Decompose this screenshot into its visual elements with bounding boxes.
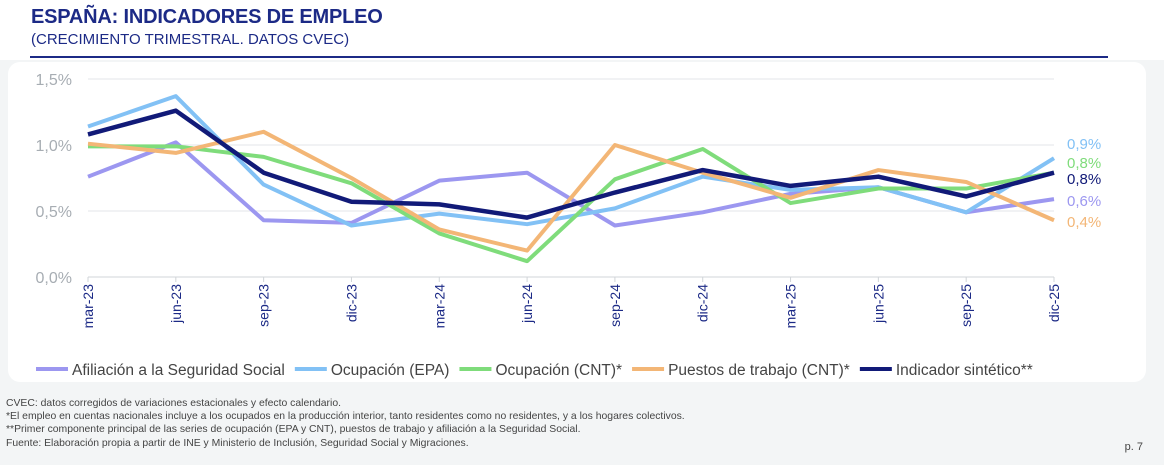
page-number: p. 7 <box>1124 441 1143 453</box>
series-line-1 <box>87 94 1056 228</box>
x-tick-label: sep-24 <box>607 284 623 327</box>
y-tick-label: 1,0% <box>36 138 72 155</box>
x-tick-label: jun-24 <box>519 284 535 324</box>
end-label: 0,9% <box>1067 136 1101 153</box>
page-subtitle: (CRECIMIENTO TRIMESTRAL. DATOS CVEC) <box>31 31 350 48</box>
end-label: 0,6% <box>1067 193 1101 210</box>
end-label: 0,8% <box>1067 155 1101 172</box>
footnote-cnt: *El empleo en cuentas nacionales incluye… <box>6 411 685 423</box>
end-label: 0,4% <box>1067 214 1101 231</box>
x-tick-label: dic-25 <box>1046 284 1062 322</box>
y-tick-label: 0,0% <box>36 270 72 287</box>
end-label: 0,8% <box>1067 171 1101 188</box>
series-line-4 <box>87 108 1055 220</box>
x-tick-label: jun-23 <box>168 284 184 324</box>
footnotes: CVEC: datos corregidos de variaciones es… <box>6 397 685 450</box>
series-line-2 <box>88 144 1055 264</box>
x-tick-label: sep-25 <box>958 284 974 327</box>
footnote-indicator: **Primer componente principal de las ser… <box>6 424 581 436</box>
x-tick-label: jun-25 <box>870 284 886 324</box>
x-tick-label: mar-23 <box>80 284 96 329</box>
x-tick-label: mar-25 <box>783 284 799 329</box>
page-title: ESPAÑA: INDICADORES DE EMPLEO <box>31 6 383 28</box>
legend-label: Afiliación a la Seguridad Social <box>72 362 285 379</box>
header: ESPAÑA: INDICADORES DE EMPLEO (CRECIMIEN… <box>0 0 1164 60</box>
x-tick-label: dic-24 <box>695 284 711 322</box>
footnote-cvec: CVEC: datos corregidos de variaciones es… <box>6 398 341 409</box>
legend-label: Indicador sintético** <box>896 362 1033 379</box>
y-tick-label: 1,5% <box>36 72 72 89</box>
title-divider <box>30 56 1108 58</box>
footnote-source: Fuente: Elaboración propia a partir de I… <box>6 437 469 449</box>
legend-label: Ocupación (CNT)* <box>495 362 622 379</box>
legend-label: Puestos de trabajo (CNT)* <box>668 362 850 379</box>
legend-label: Ocupación (EPA) <box>331 362 450 379</box>
x-tick-label: dic-23 <box>343 284 359 322</box>
series-line-3 <box>87 129 1055 253</box>
x-tick-label: sep-23 <box>256 284 272 327</box>
x-tick-label: mar-24 <box>431 284 447 329</box>
y-tick-label: 0,5% <box>36 204 72 221</box>
